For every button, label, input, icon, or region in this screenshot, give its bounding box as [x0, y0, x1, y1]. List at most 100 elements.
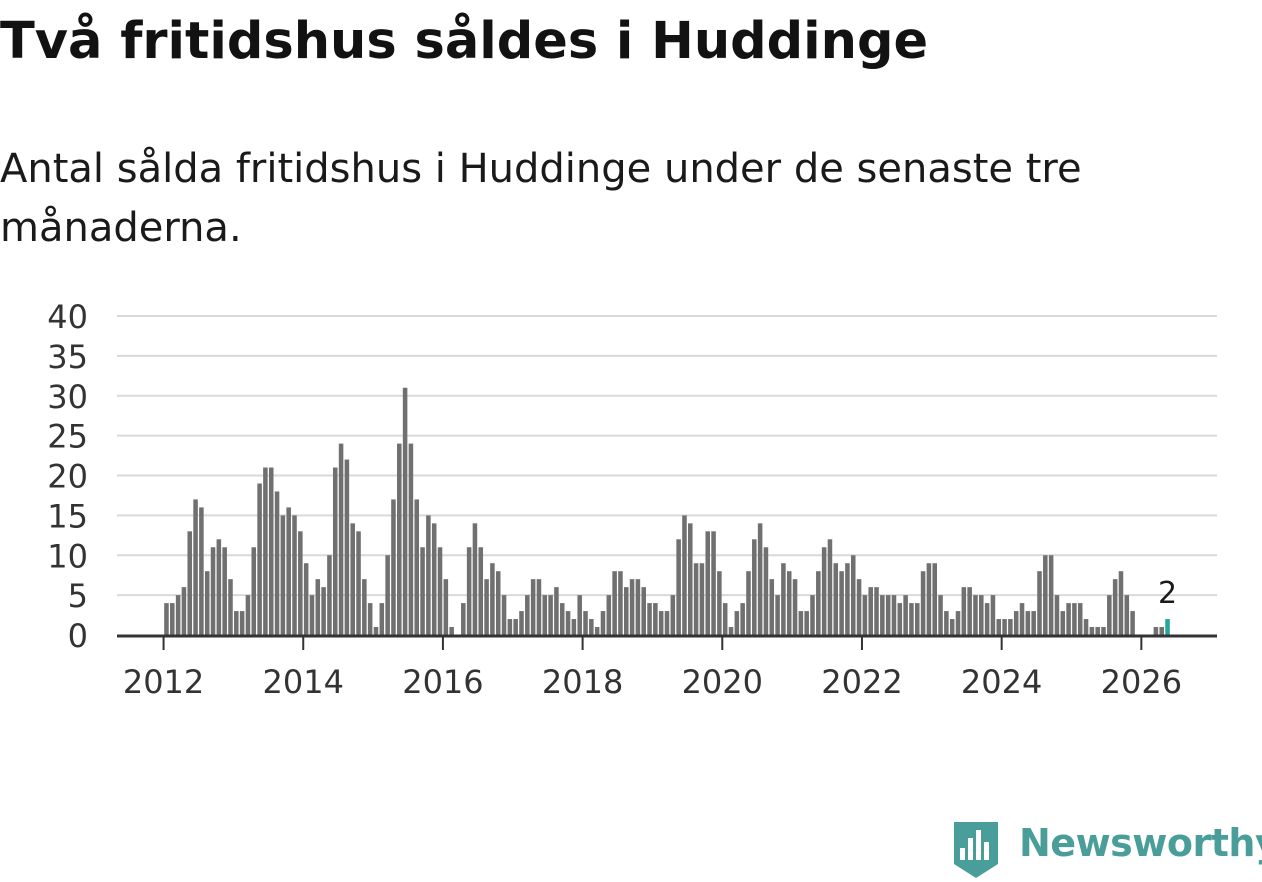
bar	[315, 579, 321, 635]
bar	[449, 627, 454, 635]
bar	[391, 499, 396, 635]
bar	[257, 483, 262, 635]
bar	[420, 547, 425, 635]
bar	[699, 563, 705, 635]
bar	[216, 539, 222, 635]
bar	[204, 571, 210, 635]
y-tick-label: 30	[47, 378, 88, 416]
bar	[833, 563, 839, 635]
bar	[850, 555, 856, 635]
bar	[903, 595, 908, 636]
bar	[309, 595, 315, 636]
bar	[181, 587, 187, 635]
bar	[1019, 603, 1025, 635]
bar	[1002, 619, 1007, 635]
brand-name: Newsworthy	[1019, 821, 1262, 865]
bar	[821, 547, 827, 635]
bar	[170, 603, 175, 635]
bar	[711, 531, 716, 635]
bar	[1107, 595, 1112, 636]
bar	[298, 531, 303, 635]
bar	[431, 523, 437, 635]
bar	[571, 619, 577, 635]
bar	[1025, 611, 1031, 635]
bar	[635, 579, 641, 635]
bar	[920, 571, 926, 635]
bar	[1095, 627, 1100, 635]
bar	[914, 603, 920, 635]
bar	[274, 491, 280, 635]
bar	[350, 523, 355, 635]
bar	[507, 619, 513, 635]
bar	[1083, 619, 1089, 635]
bar	[1060, 611, 1066, 635]
bar	[210, 547, 216, 635]
bar	[1031, 611, 1036, 635]
bar	[385, 555, 390, 635]
bar	[990, 595, 996, 636]
bar	[478, 547, 484, 635]
bar	[490, 563, 495, 635]
bar	[373, 627, 379, 635]
bar-highlight	[1165, 619, 1170, 635]
bar	[1037, 571, 1042, 635]
bar	[228, 579, 233, 635]
bar	[321, 587, 326, 635]
bar	[461, 603, 466, 635]
bar	[1112, 579, 1118, 635]
bar	[810, 595, 815, 636]
bar	[408, 443, 414, 635]
x-tick-label: 2024	[961, 663, 1042, 701]
bar	[344, 459, 350, 635]
bar	[222, 547, 227, 635]
bar	[618, 571, 623, 635]
newsworthy-logo: Newsworthy	[951, 818, 1262, 882]
bar	[1130, 611, 1135, 635]
bar	[1153, 627, 1159, 635]
bar	[1013, 611, 1019, 635]
bar	[414, 499, 420, 635]
bar	[1066, 603, 1071, 635]
bar	[798, 611, 804, 635]
x-tick-label: 2022	[821, 663, 902, 701]
bar	[868, 587, 873, 635]
y-tick-label: 35	[47, 338, 88, 376]
bar	[199, 507, 204, 635]
bar	[327, 555, 332, 635]
bar	[629, 579, 635, 635]
bar	[1124, 595, 1130, 636]
bar	[367, 603, 373, 635]
bar	[519, 611, 524, 635]
bar	[577, 595, 582, 636]
bar	[583, 611, 588, 635]
bar	[565, 611, 571, 635]
x-tick-label: 2014	[263, 663, 344, 701]
y-tick-label: 40	[47, 298, 88, 336]
bar	[1159, 627, 1164, 635]
bar	[356, 531, 361, 635]
bar	[647, 603, 652, 635]
bar	[1054, 595, 1060, 636]
bar	[472, 523, 478, 635]
bar	[926, 563, 932, 635]
bar	[1008, 619, 1013, 635]
bar	[641, 587, 646, 635]
bar	[263, 467, 268, 635]
bar	[967, 587, 972, 635]
y-tick-label: 25	[47, 418, 88, 456]
bar	[623, 587, 629, 635]
bar	[979, 595, 984, 636]
bar	[792, 579, 798, 635]
bar	[193, 499, 198, 635]
data-label: 2	[1158, 576, 1177, 611]
bar	[1043, 555, 1048, 635]
bar	[670, 595, 676, 636]
bar	[594, 627, 600, 635]
bar	[973, 595, 978, 636]
bar	[705, 531, 711, 635]
bar	[816, 571, 821, 635]
y-tick-label: 10	[47, 537, 88, 575]
bar	[752, 539, 757, 635]
